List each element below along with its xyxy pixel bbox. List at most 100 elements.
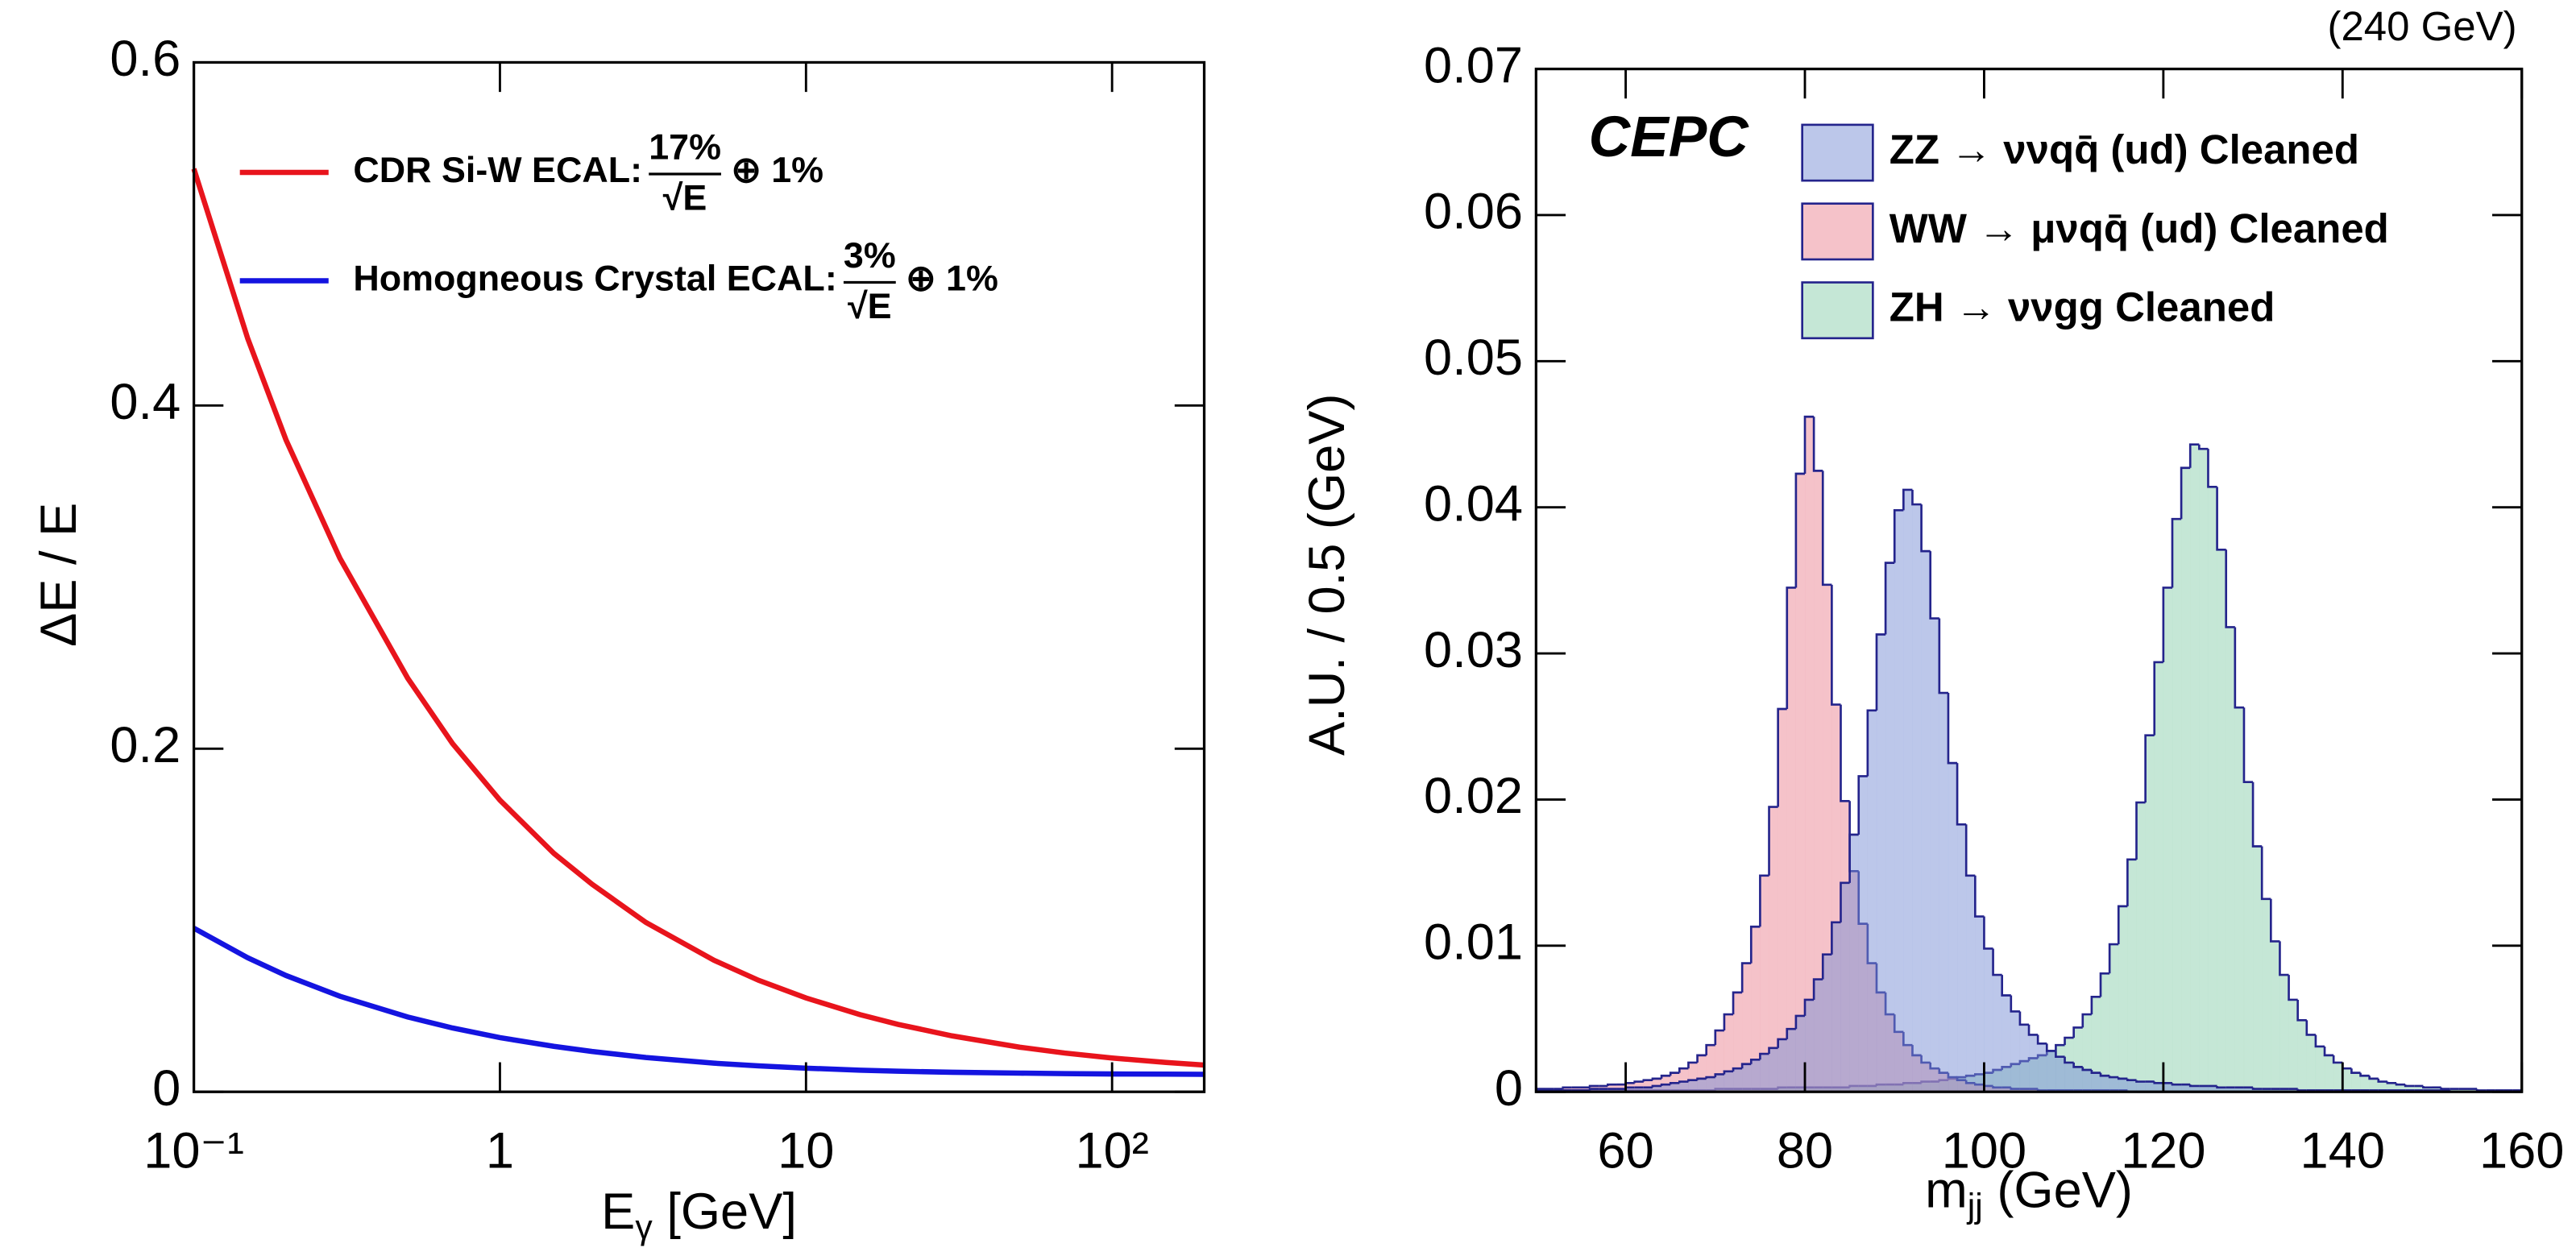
x-tick-label: 10⁻¹: [143, 1122, 244, 1179]
y-tick-label: 0.02: [1424, 768, 1523, 824]
histogram-bar: [1643, 1087, 1653, 1092]
histogram-edge: [2018, 1011, 2030, 1026]
histogram-edge: [2395, 1083, 2406, 1086]
histogram-bar: [2297, 1020, 2307, 1092]
histogram-bar: [1697, 1078, 1707, 1092]
series-line: [191, 168, 1205, 1068]
histogram-bar: [2010, 1011, 2021, 1092]
histogram-edge: [2072, 1062, 2083, 1068]
histogram-bar: [1984, 948, 1993, 1092]
histogram-bar: [2136, 802, 2146, 1092]
histogram-edge: [1848, 833, 1859, 883]
histogram-bar: [2163, 1083, 2173, 1092]
histogram-edge: [2269, 898, 2280, 943]
histogram-bar: [1688, 1080, 1698, 1092]
histogram-edge: [1723, 1070, 1734, 1075]
histogram-edge: [2090, 995, 2101, 1015]
histogram-bar: [1724, 1014, 1734, 1092]
histogram-edge: [1983, 916, 1993, 950]
y-tick-label: 0.04: [1424, 475, 1523, 532]
histogram-edge: [2251, 1087, 2263, 1090]
y-tick-label: 0.4: [110, 374, 180, 430]
histogram-edge: [1696, 1077, 1707, 1080]
histogram-edge: [2064, 1036, 2074, 1046]
histogram-bar: [2234, 1087, 2245, 1092]
histogram-bar: [2467, 1088, 2478, 1092]
histogram-bar: [1760, 875, 1769, 1092]
histogram-bar: [2064, 1062, 2074, 1092]
histogram-bar: [2279, 1088, 2289, 1092]
histogram-bar: [2262, 898, 2271, 1092]
histogram-edge: [2099, 1072, 2110, 1077]
histogram-edge: [2368, 1076, 2379, 1080]
histogram-edge: [1723, 1013, 1734, 1031]
histogram-edge: [2055, 1043, 2065, 1051]
legend-swatch: [1801, 123, 1874, 182]
histogram-bar: [2396, 1084, 2406, 1092]
histogram-edge: [1812, 417, 1823, 472]
histogram-bar: [1867, 710, 1877, 1092]
histogram-edge: [1732, 991, 1743, 1015]
y-tick-label: 0.03: [1424, 622, 1523, 678]
histogram-edge: [2135, 801, 2146, 860]
histogram-bar: [2199, 1085, 2209, 1092]
histogram-edge: [1857, 775, 1868, 835]
histogram-bar: [1616, 1088, 1626, 1092]
histogram-bar: [2360, 1076, 2370, 1092]
histogram-bar: [2271, 941, 2280, 1092]
histogram-bar: [2109, 1077, 2119, 1092]
histogram-bar: [1724, 1071, 1734, 1092]
histogram-edge: [2099, 972, 2110, 997]
histogram-edge: [1956, 763, 1967, 826]
histogram-edge: [2475, 1088, 2487, 1092]
plot-frame: [192, 60, 1206, 1093]
histogram-bar: [2136, 1081, 2146, 1092]
histogram-bar: [2405, 1085, 2415, 1092]
histogram-edge: [1929, 551, 1939, 620]
histogram-bar: [2109, 944, 2119, 1092]
histogram-bar: [1814, 979, 1823, 1092]
histogram-edge: [2064, 1056, 2074, 1064]
histogram-edge: [1705, 1043, 1715, 1055]
histogram-bar: [2234, 707, 2245, 1092]
histogram-bar: [2243, 1087, 2254, 1092]
x-tick-label: 100: [1942, 1122, 2026, 1179]
histogram-bar: [2387, 1083, 2397, 1092]
histogram-bar: [1805, 999, 1815, 1092]
x-tick-label: 60: [1597, 1122, 1653, 1179]
histogram-edge: [2323, 1046, 2334, 1057]
x-axis-title-suffix: [GeV]: [653, 1183, 797, 1240]
histogram-edge: [2188, 443, 2200, 468]
histogram-edge: [2045, 1043, 2056, 1052]
x-axis-title: mjj (GeV): [1925, 1162, 2133, 1225]
histogram-bar: [1858, 776, 1868, 1092]
histogram-edge: [1714, 1073, 1724, 1078]
histogram-bar: [1751, 926, 1761, 1092]
histogram-edge: [1678, 1080, 1689, 1084]
histogram-bar: [1823, 954, 1832, 1092]
histogram-edge: [2055, 1051, 2065, 1059]
histogram-edge: [1786, 587, 1796, 710]
histogram-edge: [2359, 1072, 2370, 1077]
y-axis-title: A.U. / 0.5 (GeV): [1299, 394, 1355, 756]
histogram-edge: [1866, 709, 1877, 777]
histogram-edge: [1794, 1014, 1806, 1030]
x-tick-label: 1: [486, 1122, 514, 1179]
histogram-edge: [2251, 781, 2263, 848]
histogram-bar: [2073, 1027, 2083, 1092]
histogram-bar: [1769, 1047, 1778, 1092]
histogram-bar: [1831, 704, 1841, 1092]
histogram-bar: [2145, 1081, 2155, 1092]
x-axis-title-subscript: γ: [635, 1208, 653, 1247]
x-tick-label: 160: [2479, 1122, 2564, 1179]
histogram-bar: [1921, 551, 1931, 1092]
histogram-edge: [1768, 806, 1778, 876]
histogram-bar: [1643, 1080, 1653, 1092]
histogram-edge: [1911, 489, 1922, 506]
histogram-bar: [1831, 922, 1841, 1092]
histogram-bar: [1885, 562, 1895, 1092]
histogram-bar: [2181, 467, 2191, 1092]
annotation: (240 GeV): [2327, 3, 2516, 49]
histogram-edge: [2180, 466, 2191, 520]
